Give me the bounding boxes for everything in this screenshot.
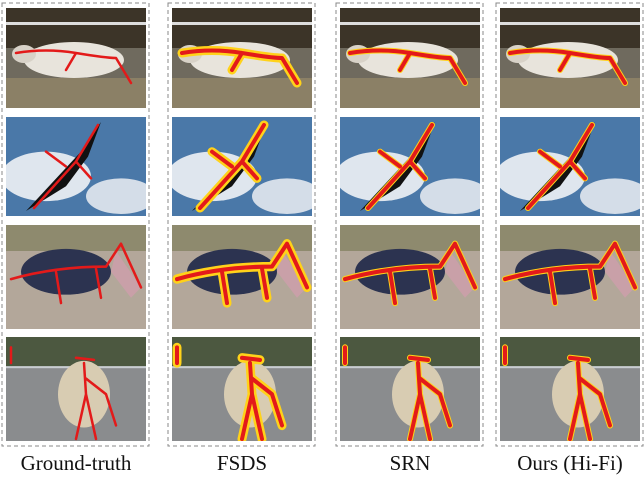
skeleton [366,122,434,211]
skeleton [9,242,143,305]
column-label: SRN [390,451,431,475]
column-frame [1,2,150,447]
image-panel [340,8,480,108]
skeleton [343,345,452,441]
sheep [24,42,124,78]
image-panel [6,8,146,108]
wall [500,8,640,48]
image-panel [172,225,312,329]
column-label: Ours (Hi-Fi) [517,451,623,475]
image-panel [500,8,640,108]
image-panel [500,337,640,441]
tail [111,251,141,298]
cloud [580,178,640,215]
rail [6,22,146,25]
tail [605,251,635,298]
column-frame [167,2,316,447]
image-panel [172,8,312,108]
bird [21,248,111,295]
column-frame [495,2,644,447]
skeleton [32,123,100,210]
wall [6,8,146,48]
image-panel [500,117,640,216]
skeleton [526,122,594,211]
skeleton [343,241,477,306]
head [12,45,36,63]
trees [6,337,146,367]
skeleton [508,48,627,85]
column-label: Ground-truth [21,451,132,475]
tail [445,251,475,298]
wall [172,8,312,48]
image-panel [340,225,480,329]
rail [340,22,480,25]
skeleton [175,345,284,441]
trees [500,337,640,367]
image-panel [6,117,146,216]
straw [500,78,640,108]
cloud [252,178,312,215]
rail [500,22,640,25]
rail [172,22,312,25]
skeleton [14,49,133,85]
skeleton [180,48,299,85]
image-panel [172,337,312,441]
image-panel [340,337,480,441]
skeleton [198,122,266,211]
cloud [420,178,480,215]
straw [172,78,312,108]
image-panel [172,117,312,216]
straw [6,78,146,108]
image-panel [340,117,480,216]
trees [340,337,480,367]
image-panel [6,225,146,329]
tail [277,251,307,298]
bg [6,225,146,251]
skeleton [9,346,118,441]
skeleton [503,345,612,441]
column-frame [335,2,484,447]
wall [340,8,480,48]
dog [58,360,110,428]
image-panel [6,337,146,441]
cloud [86,178,146,215]
skeleton [175,241,309,306]
column-label: FSDS [217,451,267,475]
skeleton [348,48,467,85]
image-panel [500,225,640,329]
straw [340,78,480,108]
skeleton [503,241,637,306]
